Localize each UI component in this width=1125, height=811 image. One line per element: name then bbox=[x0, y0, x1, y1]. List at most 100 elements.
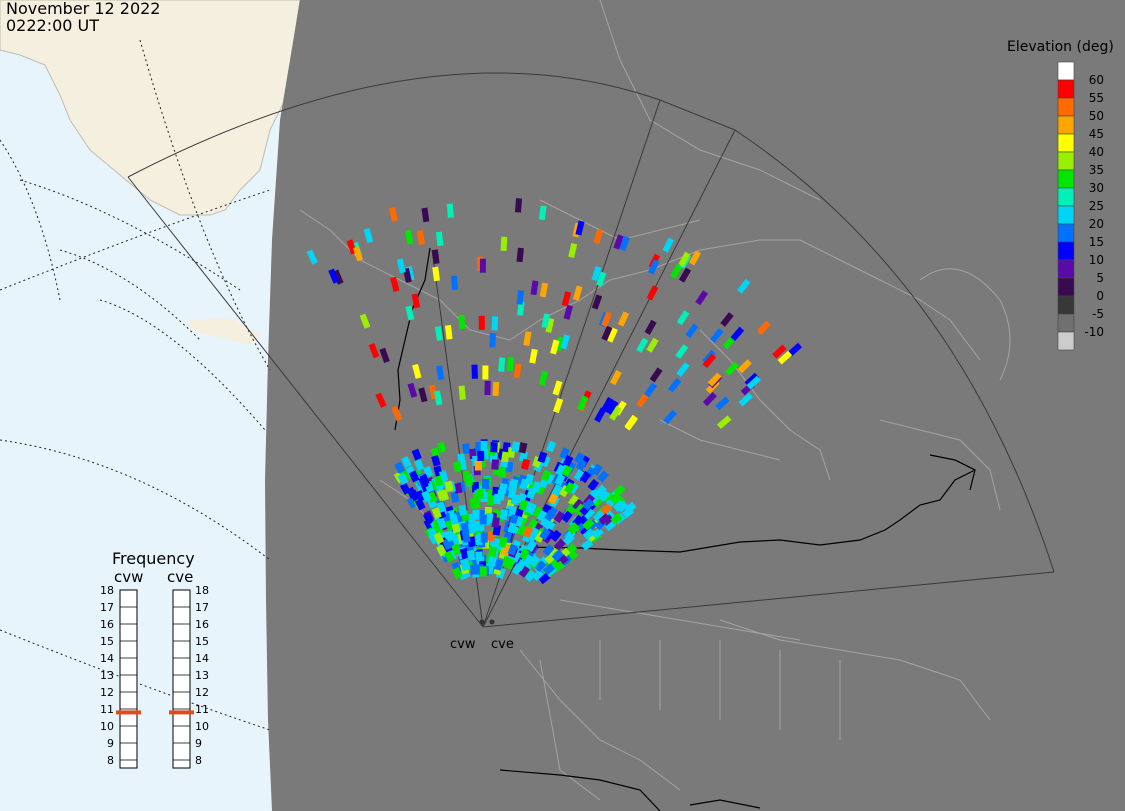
gauge-tick-label: 16 bbox=[195, 618, 209, 631]
radar-cell bbox=[467, 523, 476, 534]
radar-cell bbox=[613, 484, 626, 497]
radar-cell bbox=[542, 544, 555, 557]
radar-cell bbox=[646, 285, 659, 301]
graticule bbox=[0, 39, 271, 731]
radar-cell bbox=[451, 567, 463, 580]
frequency-gauge-cvw bbox=[119, 589, 138, 769]
radar-cell bbox=[510, 493, 520, 506]
radar-cell bbox=[414, 498, 426, 511]
legend-label: 10 bbox=[1089, 253, 1104, 267]
radar-cell bbox=[499, 508, 509, 520]
radar-cell bbox=[444, 529, 455, 542]
radar-cell bbox=[489, 333, 496, 348]
radar-cell bbox=[375, 392, 387, 408]
radar-cell bbox=[460, 522, 470, 534]
radar-cell bbox=[540, 469, 552, 482]
radar-cell bbox=[472, 493, 481, 504]
radar-cell bbox=[702, 353, 717, 369]
radar-scatter bbox=[306, 198, 803, 585]
radar-cell bbox=[396, 258, 406, 274]
radar-cell bbox=[582, 498, 595, 511]
radar-cell bbox=[421, 207, 430, 223]
station-cve-label: cve bbox=[491, 637, 514, 652]
radar-cell bbox=[544, 509, 556, 522]
radar-cell bbox=[518, 547, 530, 561]
radar-cell bbox=[567, 522, 580, 535]
radar-cell bbox=[541, 313, 551, 329]
gauge-tick-label: 9 bbox=[195, 737, 202, 750]
station-cvw-label: cvw bbox=[450, 637, 476, 652]
radar-cell bbox=[451, 543, 462, 556]
radar-cell bbox=[527, 518, 539, 531]
radar-cell bbox=[707, 372, 722, 387]
legend-label: 25 bbox=[1089, 199, 1104, 213]
radar-cell bbox=[406, 496, 418, 509]
frequency-gauge-cve bbox=[172, 589, 191, 769]
frequency-marker-cve bbox=[169, 710, 194, 715]
radar-cell bbox=[419, 473, 430, 486]
radar-cell bbox=[498, 483, 508, 495]
radar-cell bbox=[513, 363, 522, 379]
radar-cell bbox=[720, 312, 734, 327]
radar-cell bbox=[562, 454, 574, 468]
radar-cell bbox=[421, 490, 432, 503]
radar-cell bbox=[462, 443, 471, 455]
radar-cell bbox=[442, 538, 453, 551]
radar-cell bbox=[414, 459, 425, 472]
radar-cell bbox=[444, 550, 455, 563]
radar-cell bbox=[431, 249, 440, 265]
radar-cell bbox=[546, 440, 557, 453]
legend-swatch bbox=[1057, 115, 1075, 135]
gauge-tick-label: 8 bbox=[107, 754, 114, 767]
radar-cell bbox=[724, 361, 740, 376]
radar-cell bbox=[467, 513, 476, 525]
radar-cell bbox=[579, 470, 592, 484]
peninsula-land bbox=[190, 318, 262, 345]
radar-cell bbox=[436, 365, 445, 381]
radar-cell bbox=[498, 467, 507, 479]
legend-swatch bbox=[1057, 223, 1075, 243]
radar-cell bbox=[549, 529, 562, 542]
radar-cell bbox=[675, 344, 689, 359]
gauge-tick-label: 12 bbox=[100, 686, 114, 699]
radar-cell bbox=[487, 494, 495, 506]
radar-cell bbox=[390, 276, 400, 292]
radar-cell bbox=[730, 326, 745, 342]
frequency-gauges: 18 17 16 15 14 13 12 11 10 9 8 18 17 16 15 14 13 12 11 10 9 8 bbox=[100, 584, 209, 769]
elevation-legend-title: Elevation (deg) bbox=[1007, 39, 1114, 55]
legend-label: 5 bbox=[1096, 271, 1104, 285]
radar-cell bbox=[436, 441, 447, 453]
radar-cell bbox=[397, 472, 409, 486]
radar-cell bbox=[581, 539, 594, 551]
radar-cell bbox=[591, 294, 603, 310]
radar-cell bbox=[596, 271, 607, 287]
gauge-tick-label: 13 bbox=[100, 669, 114, 682]
radar-cell bbox=[572, 285, 583, 301]
radar-cell bbox=[436, 517, 448, 530]
radar-cell bbox=[538, 572, 551, 585]
radar-cell bbox=[491, 459, 500, 470]
radar-cell bbox=[685, 323, 699, 339]
radar-cell bbox=[465, 474, 473, 486]
radar-cell bbox=[575, 220, 585, 236]
radar-cell bbox=[524, 473, 535, 486]
radar-cell bbox=[609, 370, 622, 386]
radar-cell bbox=[411, 293, 421, 309]
radar-cell bbox=[756, 320, 771, 335]
radar-cell bbox=[460, 559, 471, 571]
gauge-tick-label: 10 bbox=[100, 720, 114, 733]
radar-cell bbox=[559, 447, 570, 460]
legend-swatch bbox=[1057, 277, 1075, 297]
gauge-tick-label: 9 bbox=[107, 737, 114, 750]
radar-cell bbox=[551, 484, 563, 497]
radar-cell bbox=[688, 250, 702, 266]
legend-label: 60 bbox=[1089, 73, 1104, 87]
radar-cell bbox=[553, 397, 564, 414]
radar-cell bbox=[536, 509, 548, 523]
legend-label: 40 bbox=[1089, 145, 1104, 159]
radar-cell bbox=[416, 230, 425, 245]
radar-cell bbox=[563, 304, 574, 320]
station-cvw-marker bbox=[479, 619, 485, 625]
radar-cell bbox=[678, 267, 692, 283]
